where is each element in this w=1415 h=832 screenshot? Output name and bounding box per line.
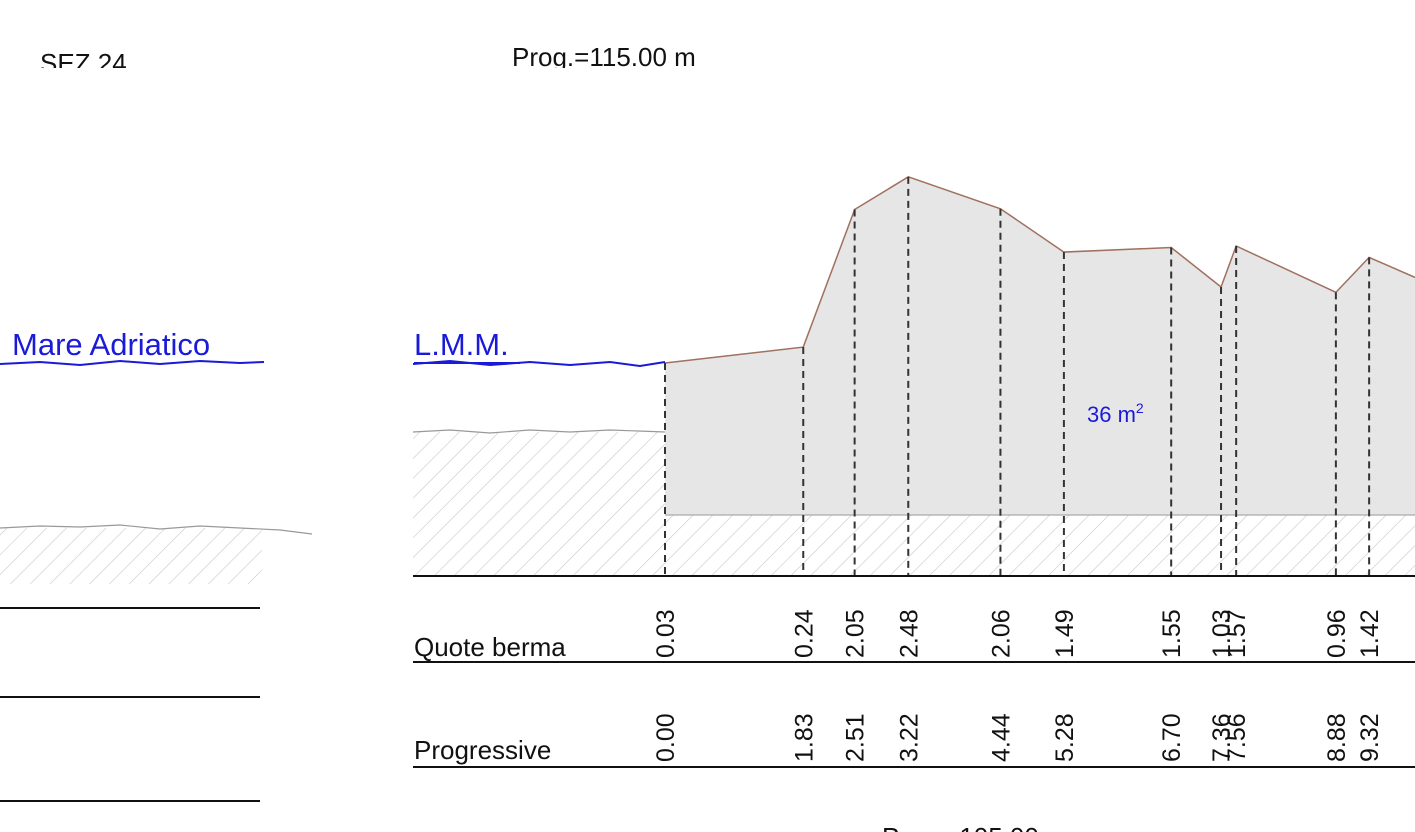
quota-label: 1.55 bbox=[1158, 609, 1186, 658]
hatch bbox=[665, 515, 1415, 576]
quota-label: 1.57 bbox=[1223, 609, 1251, 658]
hatch bbox=[413, 432, 665, 576]
quota-label: 2.48 bbox=[895, 609, 923, 658]
area-label: 36 m2 bbox=[1087, 400, 1144, 427]
msl-label: L.M.M. bbox=[414, 327, 509, 362]
quota-label: 1.42 bbox=[1356, 609, 1384, 658]
quota-label: 2.06 bbox=[987, 609, 1015, 658]
quota-label: 2.05 bbox=[842, 609, 870, 658]
progressive-label: 6.70 bbox=[1158, 713, 1186, 762]
section-progressive: Prog.=115.00 m bbox=[512, 42, 696, 72]
water-line bbox=[0, 359, 265, 367]
fill-area bbox=[665, 176, 1415, 515]
quota-label: 0.24 bbox=[790, 609, 818, 658]
footer-label: Prog.=105.00 bbox=[882, 822, 1039, 832]
progressive-label: 3.22 bbox=[895, 713, 923, 762]
progressive-label: 0.00 bbox=[652, 713, 680, 762]
progressive-label: 4.44 bbox=[987, 713, 1015, 762]
quota-label: 1.49 bbox=[1051, 609, 1079, 658]
ground-line bbox=[0, 524, 313, 535]
progressive-label: 7.56 bbox=[1223, 713, 1251, 762]
water-line bbox=[412, 359, 666, 368]
progressive-label: 9.32 bbox=[1356, 713, 1384, 762]
progressive-label: 8.88 bbox=[1323, 713, 1351, 762]
progressive-label: 5.28 bbox=[1051, 713, 1079, 762]
area-unit: 2 bbox=[1136, 400, 1144, 416]
terrain-profile bbox=[664, 175, 1415, 364]
progressive-label: 1.83 bbox=[790, 713, 818, 762]
hatch bbox=[0, 528, 262, 584]
area-value: 36 m bbox=[1087, 402, 1136, 427]
section-title: SEZ 24 bbox=[40, 48, 127, 78]
quota-label: 1.03 bbox=[1208, 609, 1236, 658]
row-label: Quote berma bbox=[414, 632, 566, 662]
row-label: Progressive bbox=[414, 735, 551, 765]
quota-label: 0.03 bbox=[652, 609, 680, 658]
ground-line bbox=[412, 429, 666, 434]
sea-label: Mare Adriatico bbox=[12, 327, 210, 362]
progressive-label: 2.51 bbox=[842, 713, 870, 762]
quota-label: 0.96 bbox=[1323, 609, 1351, 658]
progressive-label: 7.36 bbox=[1208, 713, 1236, 762]
